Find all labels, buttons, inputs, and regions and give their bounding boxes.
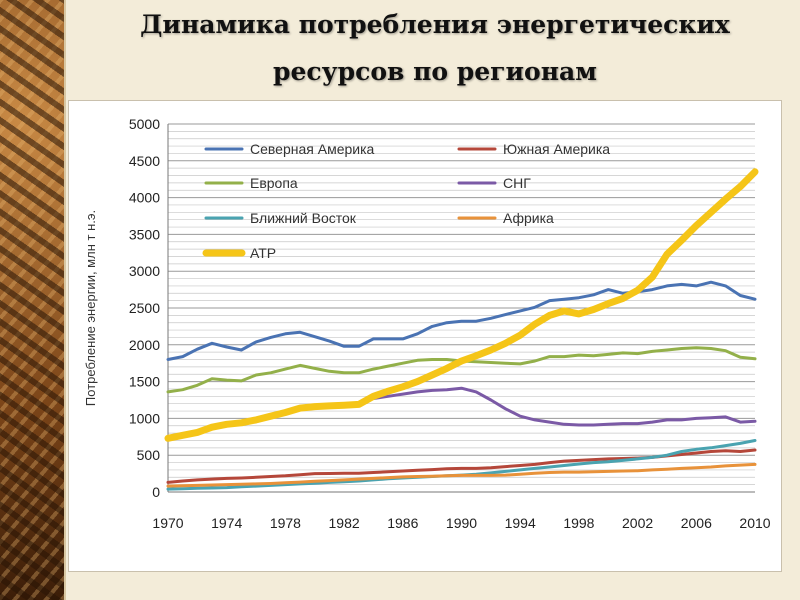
series-line <box>166 386 757 439</box>
legend-label: Южная Америка <box>503 141 610 157</box>
x-tick-label: 1994 <box>505 515 536 531</box>
series-line <box>166 346 757 394</box>
series-line <box>164 168 759 442</box>
x-tick-label: 1978 <box>270 515 301 531</box>
y-tick-label: 4000 <box>129 190 160 206</box>
slide-title-line-2: ресурсов по регионам <box>273 57 597 86</box>
x-tick-label: 2006 <box>681 515 712 531</box>
y-tick-label: 500 <box>137 447 161 463</box>
x-tick-label: 1974 <box>211 515 242 531</box>
y-tick-label: 3500 <box>129 226 160 242</box>
legend-label: Ближний Восток <box>250 210 357 226</box>
y-tick-label: 1500 <box>129 374 160 390</box>
series-line <box>166 280 757 361</box>
x-tick-label: 1982 <box>329 515 360 531</box>
legend-label: АТР <box>250 245 276 261</box>
legend-label: Европа <box>250 175 298 191</box>
legend-label: СНГ <box>503 175 531 191</box>
x-tick-label: 2010 <box>739 515 770 531</box>
chart-container: 0 500 1000 1500 2000 2500 3000 3500 4000 4500 5000… <box>68 100 782 572</box>
legend-label: Африка <box>503 210 554 226</box>
y-tick-label: 1000 <box>129 410 160 426</box>
x-tick-label: 1998 <box>563 515 594 531</box>
decorative-wood-strip <box>0 0 66 600</box>
y-tick-label: 4500 <box>129 153 160 169</box>
y-tick-label: 0 <box>152 484 160 500</box>
y-tick-label: 2500 <box>129 300 160 316</box>
y-tick-label: 3000 <box>129 263 160 279</box>
y-tick-label: 2000 <box>129 337 160 353</box>
x-tick-label: 1990 <box>446 515 477 531</box>
slide-title-line-1: Динамика потребления энергетических <box>140 10 730 39</box>
x-tick-label: 1970 <box>152 515 183 531</box>
legend-label: Северная Америка <box>250 141 375 157</box>
x-tick-label: 1986 <box>387 515 418 531</box>
line-chart: 0 500 1000 1500 2000 2500 3000 3500 4000 4500 5000… <box>83 116 771 531</box>
y-tick-label: 5000 <box>129 116 160 132</box>
y-axis-title: Потребление энергии, млн т н.э. <box>83 210 98 406</box>
series-line <box>166 462 757 488</box>
x-tick-label: 2002 <box>622 515 653 531</box>
